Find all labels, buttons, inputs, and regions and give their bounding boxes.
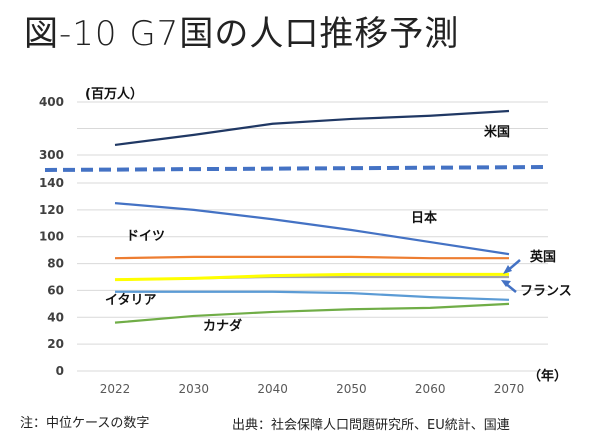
y-axis-unit-label: (百万人） [85, 86, 143, 102]
label-germany: ドイツ [126, 229, 165, 244]
series-line-米国 [114, 109, 510, 147]
y-tick-label: 140 [39, 176, 64, 190]
label-canada: カナダ [203, 318, 242, 334]
series-line-ドイツ [114, 255, 509, 260]
label-usa: 米国 [484, 124, 510, 140]
y-tick-label: 120 [39, 203, 64, 217]
y-tick-label: 100 [39, 230, 64, 244]
x-tick-label: 2060 [415, 382, 446, 396]
y-axis-ticks: 0 20 40 60 80 100 120 140 300 400 [39, 95, 64, 378]
x-tick-label: 2022 [100, 382, 131, 396]
chart-title: 図-10 G7国の人口推移予測 [24, 14, 460, 54]
y-tick-label: 0 [56, 364, 64, 378]
x-tick-label: 2050 [336, 382, 367, 396]
label-uk: 英国 [529, 249, 556, 265]
axis-break-line [44, 165, 549, 172]
x-tick-label: 2070 [494, 382, 525, 396]
x-tick-label: 2040 [257, 382, 288, 396]
x-tick-label: 2030 [179, 382, 210, 396]
gridlines [77, 101, 548, 372]
footnote: 注：中位ケースの数字 [20, 416, 150, 431]
label-italy: イタリア [105, 293, 156, 308]
x-axis-unit-label: （年） [528, 368, 567, 384]
series-lines [114, 109, 510, 324]
arrow-uk [503, 259, 521, 274]
y-tick-label: 300 [39, 148, 64, 162]
arrow-france [501, 280, 517, 293]
x-axis-ticks: 2022 2030 2040 2050 2060 2070 [100, 382, 525, 396]
series-line-カナダ [114, 302, 510, 324]
series-line-イタリア [115, 290, 510, 301]
series-line-英国 [114, 272, 509, 282]
label-japan: 日本 [411, 210, 437, 226]
y-tick-label: 80 [47, 257, 64, 271]
y-tick-label: 20 [47, 337, 64, 351]
source-note: 出典：社会保障人口問題研究所、EU統計、国連 [232, 418, 510, 433]
label-france: フランス [520, 284, 572, 299]
series-line-日本 [114, 202, 510, 256]
y-tick-label: 60 [47, 283, 64, 297]
y-tick-label: 40 [47, 310, 64, 324]
y-tick-label: 400 [39, 95, 64, 109]
